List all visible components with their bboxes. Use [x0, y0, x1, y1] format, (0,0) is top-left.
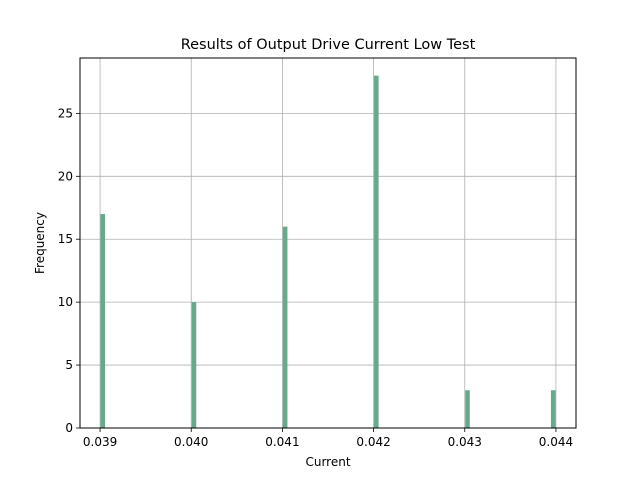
y-tick-label: 25 — [58, 106, 73, 120]
histogram-bar — [282, 226, 288, 428]
y-tick-label: 20 — [58, 169, 73, 183]
x-axis-label: Current — [305, 455, 350, 469]
y-tick-label: 15 — [58, 232, 73, 246]
histogram-bar — [465, 390, 470, 428]
grid-lines — [80, 58, 576, 429]
histogram-bar — [100, 214, 106, 428]
y-tick-label: 5 — [65, 358, 73, 372]
x-tick-label: 0.039 — [83, 435, 117, 449]
x-tick-label: 0.043 — [448, 435, 482, 449]
axis-ticks: 0.039 0.040 0.041 0.042 0.043 0.044 0 5 10 15 20 25 — [58, 106, 573, 449]
y-tick-label: 10 — [58, 295, 73, 309]
x-tick-label: 0.042 — [356, 435, 390, 449]
histogram-bar — [550, 390, 556, 428]
histogram-bar — [374, 75, 379, 428]
x-tick-label: 0.040 — [174, 435, 208, 449]
y-axis-label: Frequency — [33, 212, 47, 274]
x-tick-label: 0.041 — [265, 435, 299, 449]
y-tick-label: 0 — [65, 421, 73, 435]
histogram-bars — [100, 75, 556, 428]
histogram-bar — [191, 302, 197, 428]
plot-frame — [79, 57, 577, 429]
chart-title: Results of Output Drive Current Low Test — [181, 37, 476, 53]
x-tick-label: 0.044 — [539, 435, 573, 449]
